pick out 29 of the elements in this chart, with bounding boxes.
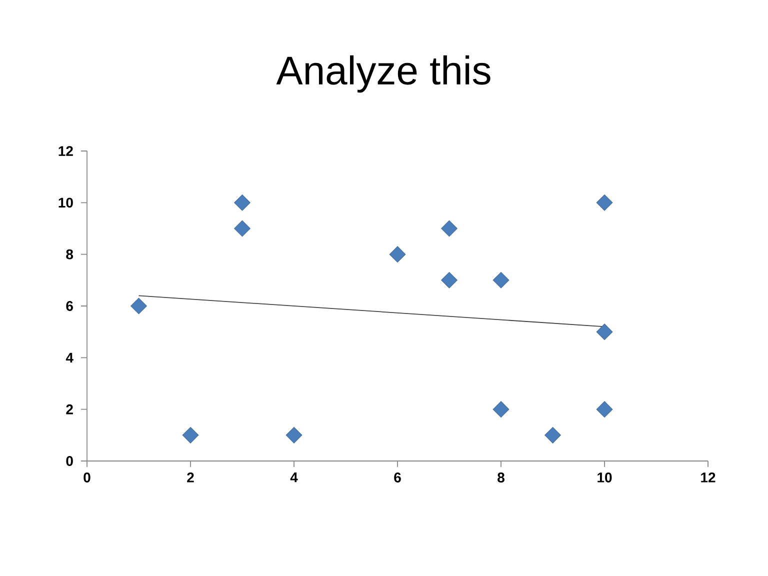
y-tick-label: 0: [66, 456, 73, 466]
point: [234, 194, 250, 211]
point: [286, 426, 302, 444]
point: [596, 401, 613, 418]
y-tick-label: 12: [58, 146, 73, 156]
point: [389, 246, 406, 262]
point: [492, 401, 510, 418]
x-tick-label: 4: [290, 472, 298, 482]
point: [182, 426, 199, 444]
point: [544, 426, 561, 444]
x-tick-label: 8: [498, 472, 504, 482]
x-tick-label: 0: [84, 472, 90, 482]
x-tick-label: 6: [394, 472, 401, 482]
x-tick-label: 12: [701, 472, 716, 482]
point: [441, 220, 458, 237]
point: [492, 272, 510, 288]
point: [596, 194, 613, 211]
y-tick-label: 10: [58, 198, 73, 208]
point: [596, 324, 613, 340]
x-tick-label: 10: [598, 472, 612, 482]
point: [130, 298, 147, 314]
point: [234, 220, 250, 237]
y-tick-label: 4: [66, 352, 74, 362]
point: [441, 272, 458, 288]
chart-title: Analyze this: [276, 55, 490, 93]
x-tick-label: 2: [187, 472, 194, 482]
y-tick-label: 8: [66, 249, 74, 260]
y-tick-label: 2: [66, 404, 73, 414]
y-tick-label: 6: [66, 301, 73, 311]
